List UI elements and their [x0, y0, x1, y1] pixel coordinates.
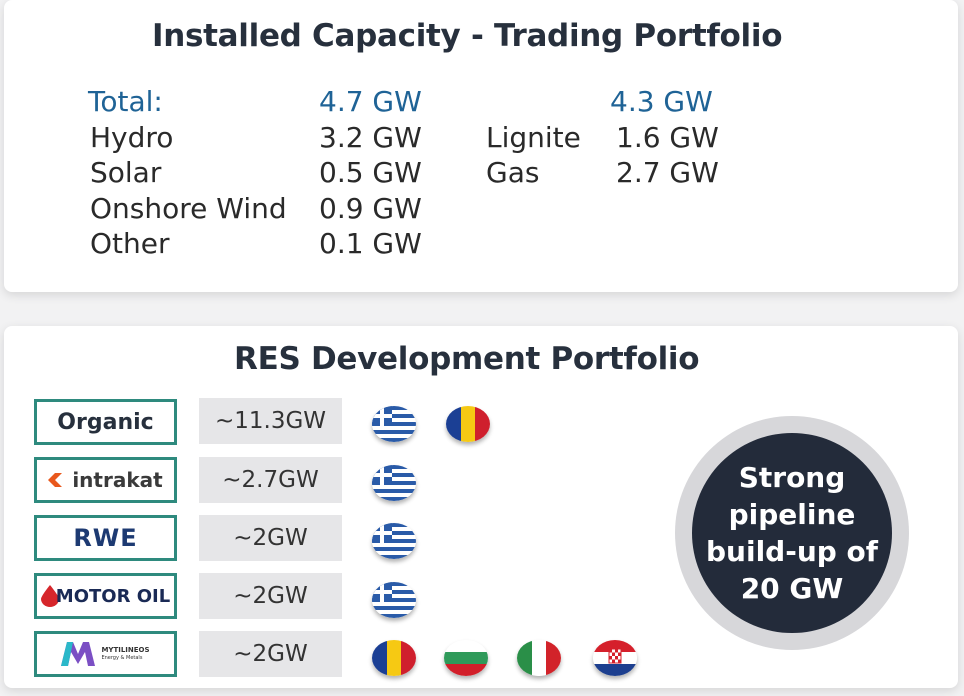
capacity-value-mytilineos: ~2GW [233, 641, 308, 667]
thermal-label-lignite: Lignite [486, 121, 581, 154]
mytilineos-sublabel: Energy & Metals [101, 655, 143, 661]
capacity-value-intrakat: ~2.7GW [222, 467, 319, 493]
organic-partner-box: Organic [34, 399, 177, 445]
greece-flag-icon [372, 523, 416, 559]
intrakat-logo: intrakat [48, 468, 163, 492]
intrakat-chevron-icon [48, 473, 63, 487]
mytilineos-text: MYTILINEOS Energy & Metals [101, 646, 149, 662]
motor-oil-partner-box: MOTOR OIL [34, 573, 177, 619]
greece-flag-icon [372, 406, 416, 442]
capacity-value-organic: ~11.3GW [214, 408, 327, 434]
capacity-box-organic: ~11.3GW [199, 398, 342, 444]
mytilineos-partner-box: MYTILINEOS Energy & Metals [34, 631, 177, 677]
intrakat-label: intrakat [72, 468, 163, 492]
installed-capacity-card: Installed Capacity - Trading Portfolio T… [4, 0, 958, 292]
capacity-box-rwe: ~2GW [199, 515, 342, 561]
capacity-value-rwe: ~2GW [233, 525, 308, 551]
romania-flag-icon [372, 640, 416, 676]
organic-label: Organic [57, 409, 154, 435]
oil-drop-icon [40, 585, 59, 607]
capacity-value-motor-oil: ~2GW [233, 583, 308, 609]
mytilineos-label: MYTILINEOS [101, 646, 150, 654]
thermal-value-gas: 2.7 GW [616, 156, 719, 189]
thermal-value-lignite: 1.6 GW [616, 121, 719, 154]
res-label-hydro: Hydro [90, 121, 174, 154]
res-label-solar: Solar [90, 156, 162, 189]
rwe-label: RWE [73, 524, 138, 552]
res-label-other: Other [90, 227, 170, 260]
installed-capacity-title: Installed Capacity - Trading Portfolio [152, 18, 783, 54]
res-value-solar: 0.5 GW [319, 156, 422, 189]
rwe-partner-box: RWE [34, 515, 177, 561]
bulgaria-flag-icon [444, 640, 488, 676]
res-value-wind: 0.9 GW [319, 192, 422, 225]
mytilineos-logo: MYTILINEOS Energy & Metals [61, 642, 150, 666]
callout-text: Strong pipeline build-up of 20 GW [706, 461, 878, 605]
total-label: Total: [88, 85, 163, 118]
croatia-flag-icon [593, 640, 637, 676]
motor-oil-label: MOTOR OIL [55, 585, 171, 607]
res-label-wind: Onshore Wind [90, 192, 287, 225]
res-value-other: 0.1 GW [319, 227, 422, 260]
res-development-title: RES Development Portfolio [234, 341, 700, 377]
res-value-hydro: 3.2 GW [319, 121, 422, 154]
greece-flag-icon [372, 465, 416, 501]
romania-flag-icon [446, 406, 490, 442]
total-thermal-value: 4.3 GW [610, 85, 713, 118]
total-res-value: 4.7 GW [319, 85, 422, 118]
greece-flag-icon [372, 582, 416, 618]
intrakat-partner-box: intrakat [34, 457, 177, 503]
capacity-box-motor-oil: ~2GW [199, 573, 342, 619]
motor-oil-logo: MOTOR OIL [40, 585, 171, 607]
callout-circle: Strong pipeline build-up of 20 GW [692, 433, 892, 633]
capacity-box-mytilineos: ~2GW [199, 631, 342, 677]
capacity-box-intrakat: ~2.7GW [199, 457, 342, 503]
mytilineos-m-icon [61, 642, 96, 666]
thermal-label-gas: Gas [486, 156, 540, 189]
italy-flag-icon [517, 640, 561, 676]
